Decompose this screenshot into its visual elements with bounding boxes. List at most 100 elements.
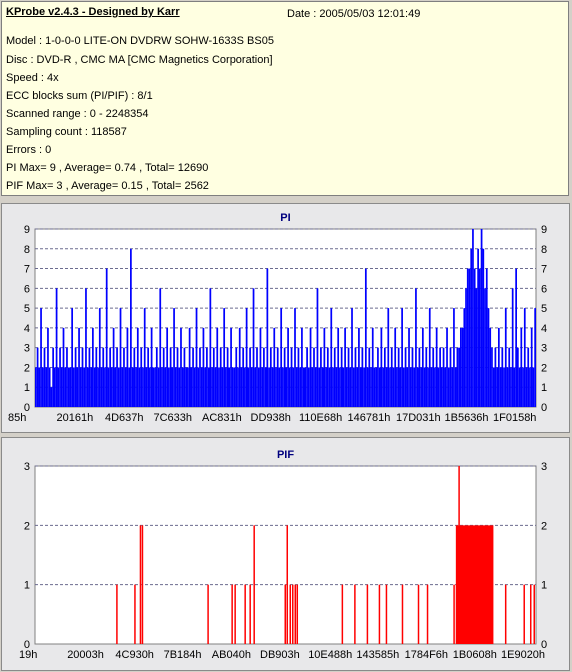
- pi-bar: [140, 347, 143, 407]
- pi-bar: [513, 367, 516, 407]
- pi-bar: [318, 367, 321, 407]
- pif-y-tick-right: 1: [541, 580, 547, 592]
- pi-x-tick-label: 1F0158h: [493, 412, 536, 424]
- pi-bar: [288, 367, 291, 407]
- pif-y-tick-right: 2: [541, 520, 547, 532]
- pi-bar: [257, 367, 260, 407]
- pi-bar: [307, 367, 310, 407]
- pi-bar: [193, 367, 196, 407]
- pi-bar: [485, 268, 488, 407]
- pi-bar: [166, 327, 169, 407]
- pif-y-tick-right: 3: [541, 461, 547, 473]
- pif-bar: [249, 584, 251, 644]
- pi-bar: [93, 367, 96, 407]
- pi-bar: [54, 367, 56, 407]
- pi-bar: [283, 347, 286, 407]
- pi-bar: [264, 367, 267, 407]
- pi-bar: [226, 347, 229, 407]
- pi-bar: [440, 367, 443, 407]
- pi-bar: [261, 367, 264, 407]
- pi-bar: [299, 367, 302, 407]
- pif-bar: [139, 525, 142, 644]
- pi-bar: [487, 308, 490, 407]
- pi-bar: [114, 367, 117, 407]
- pif-bar: [292, 584, 294, 644]
- pi-bar: [190, 367, 193, 407]
- pi-y-tick-left: 1: [24, 382, 30, 394]
- pif-bar: [286, 525, 289, 644]
- pi-bar: [423, 367, 426, 407]
- pi-bar: [228, 367, 231, 407]
- pi-bar: [434, 367, 436, 407]
- pi-bar: [133, 347, 136, 407]
- pi-bar: [119, 308, 122, 407]
- pi-bar: [508, 347, 511, 407]
- pi-bar: [254, 367, 257, 407]
- pi-x-tick-label: 7C633h: [154, 412, 193, 424]
- pi-bar: [74, 347, 77, 407]
- pi-bar: [402, 367, 405, 407]
- pi-bar: [447, 367, 450, 407]
- pi-bar: [221, 367, 224, 407]
- pi-bar: [275, 367, 277, 407]
- info-scanned-range: Scanned range : 0 - 2248354: [6, 108, 149, 120]
- pi-bar: [180, 327, 182, 407]
- pi-bar: [181, 367, 184, 407]
- pi-bar: [188, 327, 191, 407]
- pi-x-tick-label: 4D637h: [105, 412, 144, 424]
- pi-bar: [454, 367, 457, 407]
- pi-bar: [345, 367, 348, 407]
- pi-bar: [525, 367, 528, 407]
- pi-bar: [109, 347, 112, 407]
- pi-bar: [378, 367, 381, 407]
- pi-y-tick-left: 7: [24, 264, 30, 276]
- pi-bar: [394, 327, 397, 407]
- pif-bar: [378, 584, 381, 644]
- pi-bar: [131, 367, 134, 407]
- pi-bar: [171, 367, 174, 407]
- pif-bar: [533, 584, 535, 644]
- pi-bar: [496, 367, 498, 407]
- pi-bar: [321, 367, 324, 407]
- info-errors: Errors : 0: [6, 144, 52, 156]
- info-model: Model : 1-0-0-0 LITE-ON DVDRW SOHW-1633S…: [6, 35, 274, 47]
- pi-bar: [380, 327, 383, 407]
- pi-bar: [206, 347, 208, 407]
- pi-bar: [475, 288, 478, 407]
- pi-bar: [439, 347, 441, 407]
- pi-bar: [269, 347, 272, 407]
- pif-y-tick-right: 0: [541, 639, 547, 651]
- pi-bar: [90, 367, 93, 407]
- pi-bar: [59, 347, 61, 407]
- pi-bar: [413, 367, 416, 407]
- pi-bar: [325, 367, 327, 407]
- info-ecc-blocks: ECC blocks sum (PI/PIF) : 8/1: [6, 90, 153, 102]
- pi-x-tick-label: 17D031h: [396, 412, 441, 424]
- pi-bar: [370, 367, 372, 407]
- pi-bar: [458, 347, 460, 407]
- pi-bar: [497, 327, 500, 407]
- pi-bar: [245, 308, 248, 407]
- pi-bar: [478, 268, 481, 407]
- pi-y-tick-right: 5: [541, 303, 547, 315]
- pi-bar: [339, 367, 341, 407]
- pi-bar: [204, 367, 207, 407]
- pi-bar: [437, 367, 440, 407]
- pi-bar: [328, 367, 331, 407]
- pi-bar: [446, 327, 448, 407]
- pif-bar: [529, 584, 532, 644]
- pi-bar: [351, 308, 353, 407]
- pi-bar: [285, 367, 288, 407]
- pi-bar: [112, 327, 115, 407]
- pi-bar: [135, 367, 137, 407]
- pi-bar: [366, 367, 369, 407]
- pi-bar: [78, 327, 80, 407]
- pi-bar: [302, 367, 305, 407]
- pi-bar: [504, 308, 507, 407]
- pi-bar: [62, 327, 65, 407]
- pi-bar: [518, 367, 521, 407]
- pi-bar: [349, 367, 352, 407]
- pi-bar: [444, 367, 447, 407]
- pi-bar: [219, 347, 222, 407]
- pi-bar: [199, 347, 201, 407]
